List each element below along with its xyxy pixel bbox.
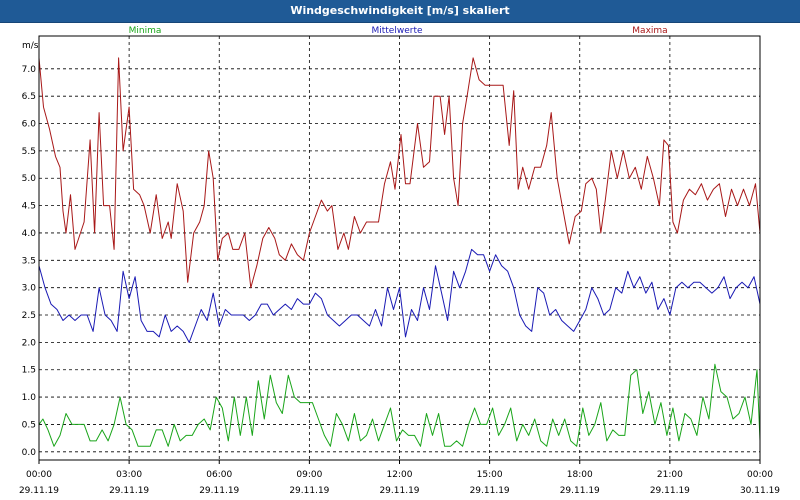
legend-label-mittelwerte: Mittelwerte <box>371 26 422 36</box>
y-tick-label: 2.5 <box>22 311 36 321</box>
chart-title: Windgeschwindigkeit [m/s] skaliert <box>290 4 510 17</box>
y-tick-label: 4.5 <box>22 202 36 212</box>
legend-label-minima: Minima <box>129 26 162 36</box>
y-tick-label: 0.5 <box>22 420 36 430</box>
x-tick-time-label: 18:00 <box>567 470 593 480</box>
y-tick-label: 6.0 <box>22 120 37 130</box>
series-line-mittelwerte <box>38 248 761 343</box>
x-tick-time-label: 21:00 <box>657 470 683 480</box>
title-bar: Windgeschwindigkeit [m/s] skaliert <box>0 0 800 23</box>
y-tick-label: 4.0 <box>22 229 37 239</box>
x-tick-date-label: 29.11.19 <box>109 486 149 496</box>
grid-lines <box>38 36 761 464</box>
line-chart: 0.0 0.5 1.0 1.5 2.0 2.5 3.0 3.5 4.0 4.5 5.0 5.5 6.0 6… <box>19 26 780 496</box>
series-line-maxima <box>38 57 761 289</box>
legend-label-maxima: Maxima <box>632 26 667 36</box>
series-lines <box>38 57 761 447</box>
x-tick-date-label: 29.11.19 <box>379 486 419 496</box>
x-tick-time-label: 03:00 <box>116 470 142 480</box>
x-tick-time-label: 12:00 <box>387 470 413 480</box>
x-tick-time-label: 00:00 <box>26 470 52 480</box>
y-tick-label: 5.5 <box>22 147 36 157</box>
plot-frame <box>38 35 761 461</box>
legend: Minima Mittelwerte Maxima <box>129 26 668 36</box>
y-tick-label: 7.0 <box>22 65 37 75</box>
x-tick-date-label: 30.11.19 <box>740 486 780 496</box>
x-tick-date-label: 29.11.19 <box>470 486 510 496</box>
x-tick-date-label: 29.11.19 <box>289 486 329 496</box>
y-tick-label: 2.0 <box>22 338 37 348</box>
x-tick-time-label: 09:00 <box>296 470 322 480</box>
x-tick-time-label: 06:00 <box>206 470 232 480</box>
x-tick-date-label: 29.11.19 <box>560 486 600 496</box>
x-tick-date-label: 29.11.19 <box>19 486 59 496</box>
y-tick-label: 0.0 <box>22 448 37 458</box>
y-tick-label: 5.0 <box>22 174 37 184</box>
x-tick-time-label: 00:00 <box>747 470 773 480</box>
y-axis-tick-labels: 0.0 0.5 1.0 1.5 2.0 2.5 3.0 3.5 4.0 4.5 5.0 5.5 6.0 6… <box>22 65 37 458</box>
series-line-minima <box>38 363 761 447</box>
y-tick-label: 3.0 <box>22 284 37 294</box>
y-axis-label: m/s <box>22 41 39 51</box>
x-tick-date-label: 29.11.19 <box>650 486 690 496</box>
x-tick-time-label: 15:00 <box>477 470 503 480</box>
y-tick-label: 6.5 <box>22 92 36 102</box>
y-tick-label: 1.5 <box>22 366 36 376</box>
y-tick-label: 1.0 <box>22 393 37 403</box>
x-tick-date-label: 29.11.19 <box>199 486 239 496</box>
x-axis-tick-labels: 00:00 29.11.19 03:00 29.11.19 06:00 29.11.19 0… <box>19 470 780 496</box>
y-tick-label: 3.5 <box>22 256 36 266</box>
